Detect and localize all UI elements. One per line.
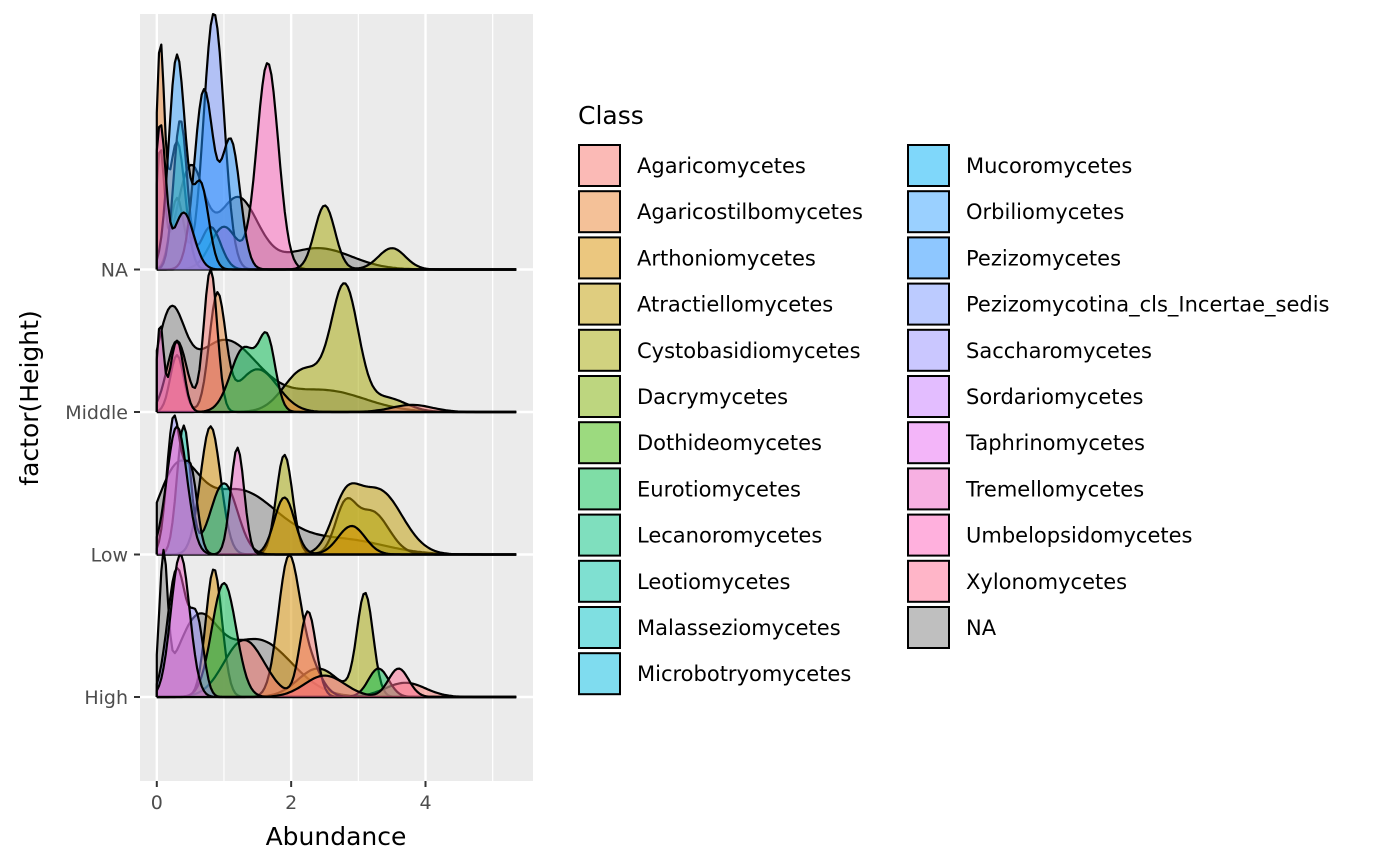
legend-label: Atractiellomycetes <box>637 293 833 317</box>
legend-key <box>907 190 950 234</box>
legend-label: Leotiomycetes <box>637 570 790 594</box>
legend-label: Pezizomycetes <box>966 246 1121 270</box>
density-ridge-outline <box>155 325 518 414</box>
x-tick-label: 0 <box>151 792 163 814</box>
legend-label: Sordariomycetes <box>966 385 1143 409</box>
legend-label: Lecanoromycetes <box>637 524 822 548</box>
density-ridge-outline <box>155 124 518 271</box>
legend-label: Pezizomycotina_cls_Incertae_sedis <box>966 293 1330 318</box>
y-axis-title: factor(Height) <box>15 310 44 485</box>
density-ridge-fill <box>156 332 517 412</box>
x-axis-title: Abundance <box>266 822 407 851</box>
legend-key <box>578 606 621 649</box>
legend-key <box>578 144 621 187</box>
legend-key <box>578 328 621 372</box>
legend-label: Agaricostilbomycetes <box>637 200 863 224</box>
legend-key <box>578 421 621 465</box>
legend-label: NA <box>966 616 997 640</box>
legend-label: Agaricomycetes <box>637 154 806 178</box>
y-tick-label: Low <box>91 545 128 567</box>
legend-label: Umbelopsidomycetes <box>966 524 1193 548</box>
legend-label: Saccharomycetes <box>966 339 1152 363</box>
legend-key <box>578 513 621 557</box>
axes: 0 2 4 High Low Middle NA <box>65 260 431 815</box>
legend-key <box>578 190 621 234</box>
density-ridge-fill <box>156 269 517 412</box>
density-ridge-fill <box>156 426 517 555</box>
x-tick-label: 2 <box>285 792 297 814</box>
legend-label: Dothideomycetes <box>637 431 822 455</box>
x-tick-label: 4 <box>419 792 431 814</box>
legend-key <box>907 282 950 326</box>
legend-key <box>907 559 950 603</box>
density-ridge-fill <box>156 283 517 412</box>
legend-label: Taphrinomycetes <box>965 431 1145 455</box>
legend-title: Class <box>578 101 644 130</box>
y-tick-label: High <box>84 687 128 709</box>
legend-label: Xylonomycetes <box>966 570 1127 594</box>
legend-key <box>907 513 950 557</box>
density-ridge-fill <box>156 583 517 697</box>
legend-key <box>907 375 950 418</box>
legend-label: Orbiliomycetes <box>966 200 1124 224</box>
legend-key <box>578 375 621 418</box>
density-ridge-fill <box>156 125 517 270</box>
legend: Class Agaricomycetes Agaricostilbomycetes… <box>578 101 1330 696</box>
legend-key <box>907 421 950 465</box>
legend-key <box>578 282 621 326</box>
y-tick-label: Middle <box>65 402 128 424</box>
density-ridge-fill <box>156 668 517 697</box>
legend-label: Cystobasidiomycetes <box>637 339 861 363</box>
legend-key <box>907 467 950 511</box>
legend-key <box>907 236 950 280</box>
density-ridge-outline <box>155 425 518 556</box>
density-ridge-fill <box>156 483 517 555</box>
density-ridge-fill <box>156 555 517 697</box>
legend-key <box>578 467 621 511</box>
legend-key <box>578 652 621 696</box>
legend-label: Microbotryomycetes <box>637 662 851 686</box>
legend-label: Malasseziomycetes <box>637 616 841 640</box>
legend-key <box>907 606 950 649</box>
legend-key <box>578 559 621 603</box>
legend-key <box>907 144 950 187</box>
legend-label: Mucoromycetes <box>966 154 1132 178</box>
legend-key <box>578 236 621 280</box>
legend-label: Tremellomycetes <box>965 477 1144 501</box>
y-tick-label: NA <box>101 260 128 282</box>
ridges <box>155 13 518 699</box>
legend-label: Arthoniomycetes <box>637 246 816 270</box>
legend-label: Dacrymycetes <box>637 385 788 409</box>
legend-key <box>907 328 950 372</box>
legend-label: Eurotiomycetes <box>637 477 801 501</box>
density-ridge-outline <box>155 667 518 699</box>
